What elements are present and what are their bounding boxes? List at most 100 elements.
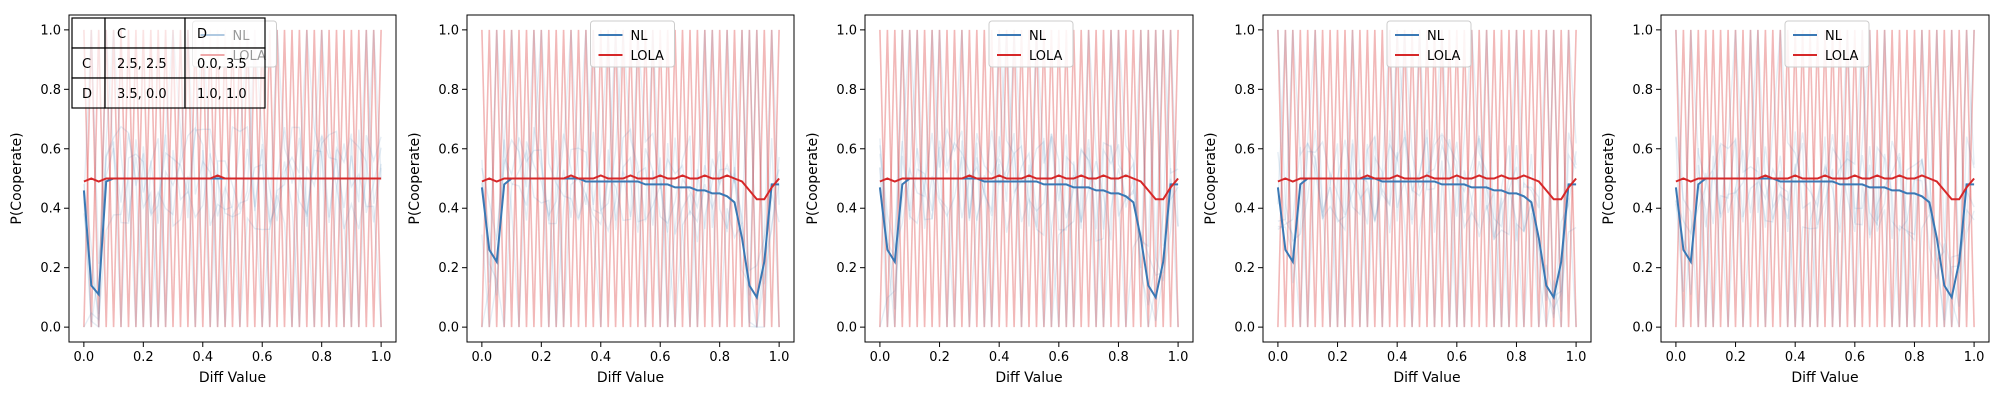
lola-run-line xyxy=(1675,29,1975,328)
y-tick-label: 0.0 xyxy=(40,321,61,336)
nl-run-line xyxy=(83,29,382,328)
nl-run-line xyxy=(879,29,1179,328)
x-tick-label: 0.8 xyxy=(311,350,332,365)
axes-frame xyxy=(68,14,397,343)
panel-2: 0.0 0.2 0.4 0.6 0.8 1.0 0.0 0.2 0.4 0.6 0.8 1.0 Diff… xyxy=(407,14,795,386)
table-cell-text: 3.5, 0.0 xyxy=(117,87,167,102)
y-tick-label: 0.6 xyxy=(438,142,459,157)
table-cell xyxy=(71,17,106,49)
nl-run-line xyxy=(1277,29,1577,328)
table-cell xyxy=(104,47,186,79)
x-axis-label: Diff Value xyxy=(995,370,1062,386)
legend: NL LOLA xyxy=(590,20,675,68)
panel-3: 0.0 0.2 0.4 0.6 0.8 1.0 0.0 0.2 0.4 0.6 0.8 1.0 Diff… xyxy=(805,14,1194,386)
lola-run-line xyxy=(1277,29,1577,328)
y-tick-label: 0.4 xyxy=(1234,202,1255,217)
legend-label-lola: LOLA xyxy=(1029,49,1063,64)
nl-run-line xyxy=(481,29,780,329)
x-tick-label: 0.4 xyxy=(192,350,213,365)
y-tick-label: 0.8 xyxy=(40,83,61,98)
legend: NL LOLA xyxy=(988,20,1074,68)
nl-run-line xyxy=(83,29,382,328)
table-cell xyxy=(184,77,266,109)
y-tick-label: 0.4 xyxy=(438,202,459,217)
x-tick-label: 0.6 xyxy=(650,350,671,365)
x-tick-label: 0.0 xyxy=(1268,350,1289,365)
legend-label-nl: NL xyxy=(1427,29,1445,44)
y-tick-label: 0.4 xyxy=(40,202,61,217)
nl-run-line xyxy=(1675,29,1975,328)
x-tick-label: 0.2 xyxy=(133,350,154,365)
legend-label-lola: LOLA xyxy=(1427,49,1461,64)
x-tick-label: 0.6 xyxy=(1446,350,1467,365)
legend: NL LOLA xyxy=(1386,20,1472,68)
y-tick-label: 0.2 xyxy=(836,261,857,276)
y-tick-label: 0.2 xyxy=(1234,261,1255,276)
y-tick-label: 0.0 xyxy=(438,321,459,336)
x-tick-label: 0.8 xyxy=(1506,350,1527,365)
x-tick-label: 1.0 xyxy=(769,350,790,365)
table-cell-text: 1.0, 1.0 xyxy=(197,87,247,102)
lola-run-line xyxy=(481,29,780,328)
axes-frame xyxy=(864,14,1194,343)
legend-label-nl: NL xyxy=(1029,29,1047,44)
nl-run-line xyxy=(1675,29,1975,328)
lola-run-line xyxy=(1277,29,1577,328)
x-tick-label: 0.0 xyxy=(1666,350,1687,365)
x-tick-label: 1.0 xyxy=(371,350,392,365)
axes-frame xyxy=(1262,14,1592,343)
y-tick-label: 0.6 xyxy=(836,142,857,157)
y-tick-label: 0.0 xyxy=(1234,321,1255,336)
nl-run-line xyxy=(481,29,780,328)
nl-run-line xyxy=(1675,29,1975,328)
table-cell xyxy=(184,17,266,49)
table-cell-text: 2.5, 2.5 xyxy=(117,57,167,72)
y-tick-label: 0.8 xyxy=(1632,83,1653,98)
x-axis-label: Diff Value xyxy=(1393,370,1460,386)
x-tick-label: 0.6 xyxy=(1048,350,1069,365)
nl-run-line xyxy=(481,29,780,328)
nl-run-line xyxy=(1277,29,1577,328)
nl-run-line xyxy=(1277,29,1577,328)
nl-run-line xyxy=(1277,29,1577,328)
axes-frame xyxy=(466,14,795,343)
x-tick-label: 0.4 xyxy=(1387,350,1408,365)
x-tick-label: 0.4 xyxy=(989,350,1010,365)
y-tick-label: 0.0 xyxy=(836,321,857,336)
x-tick-label: 0.0 xyxy=(472,350,493,365)
panel-4: 0.0 0.2 0.4 0.6 0.8 1.0 0.0 0.2 0.4 0.6 0.8 1.0 Diff… xyxy=(1203,14,1592,386)
y-tick-label: 1.0 xyxy=(836,23,857,38)
series-line-lola xyxy=(1277,174,1577,201)
x-tick-label: 0.6 xyxy=(252,350,273,365)
plot-area xyxy=(480,29,780,329)
nl-run-line xyxy=(83,29,382,328)
nl-run-line xyxy=(83,29,382,328)
table-cell xyxy=(184,47,266,79)
x-tick-label: 1.0 xyxy=(1566,350,1587,365)
y-tick-label: 1.0 xyxy=(1234,23,1255,38)
lola-run-line xyxy=(83,29,382,328)
nl-run-line xyxy=(879,29,1179,328)
y-axis-label: P(Cooperate) xyxy=(1203,132,1219,224)
nl-run-line xyxy=(1675,29,1975,328)
y-axis-label: P(Cooperate) xyxy=(9,132,25,224)
y-tick-label: 0.6 xyxy=(40,142,61,157)
plot-area xyxy=(1674,29,1975,328)
x-tick-label: 0.2 xyxy=(1327,350,1348,365)
y-tick-label: 0.2 xyxy=(40,261,61,276)
payoff-table: C DC 2.5, 2.5 0.0, 3.5D 3.5, 0.0 1.0, 1.0 xyxy=(71,17,266,109)
x-tick-label: 1.0 xyxy=(1168,350,1189,365)
legend-label-lola: LOLA xyxy=(631,49,665,64)
y-tick-label: 0.6 xyxy=(1632,142,1653,157)
lola-run-line xyxy=(879,29,1179,328)
lola-run-line xyxy=(879,29,1179,328)
y-axis-label: P(Cooperate) xyxy=(1601,132,1617,224)
x-axis-label: Diff Value xyxy=(1791,370,1858,386)
x-tick-label: 0.4 xyxy=(1785,350,1806,365)
y-tick-label: 1.0 xyxy=(1632,23,1653,38)
x-tick-label: 0.6 xyxy=(1844,350,1865,365)
y-tick-label: 0.8 xyxy=(438,83,459,98)
y-tick-label: 0.4 xyxy=(836,202,857,217)
series-line-lola xyxy=(879,174,1179,201)
